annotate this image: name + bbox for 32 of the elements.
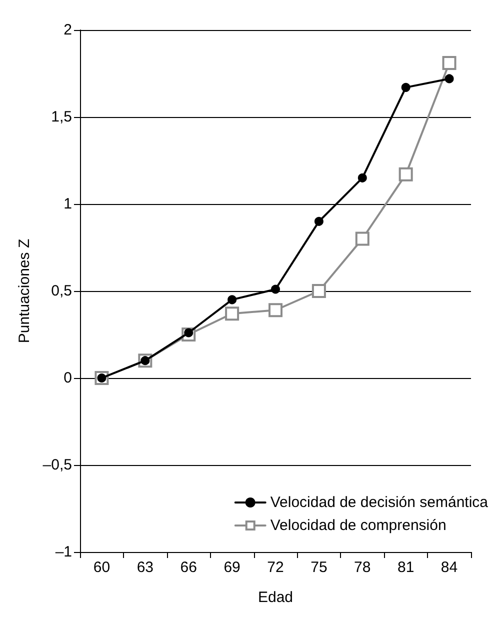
point — [314, 216, 324, 226]
point — [271, 284, 280, 294]
legend-label: Velocidad de comprensión — [270, 517, 446, 534]
y-tick-label: 0 — [64, 370, 72, 386]
y-tick-label: 0,5 — [51, 282, 72, 300]
y-tick-label: –1 — [55, 544, 72, 560]
point — [228, 295, 237, 304]
point — [442, 56, 456, 70]
x-axis-title: Edad — [258, 589, 294, 606]
x-tick-label: 63 — [136, 559, 154, 576]
point — [444, 74, 454, 84]
legend-label: Velocidad de decisión semántica — [270, 494, 489, 511]
point — [355, 232, 370, 246]
point — [398, 167, 413, 182]
x-tick-label: 60 — [93, 559, 110, 576]
point — [401, 82, 410, 92]
point — [358, 173, 367, 182]
x-tick-label: 72 — [267, 559, 284, 576]
y-tick-label: –0,5 — [42, 456, 72, 474]
x-tick-label: 78 — [354, 559, 371, 576]
y-tick-label: 1,5 — [51, 108, 72, 126]
x-tick-label: 69 — [224, 559, 240, 576]
x-tick-label: 75 — [310, 559, 328, 576]
point — [312, 284, 326, 298]
point — [225, 306, 240, 321]
y-axis-title: Puntuaciones Z — [16, 238, 33, 344]
x-tick-label: 81 — [397, 559, 414, 576]
x-tick-label: 84 — [440, 559, 458, 576]
point — [268, 303, 282, 318]
y-tick-label: 1 — [64, 196, 72, 212]
y-tick-label: 2 — [64, 22, 72, 38]
x-tick-label: 66 — [180, 559, 197, 576]
